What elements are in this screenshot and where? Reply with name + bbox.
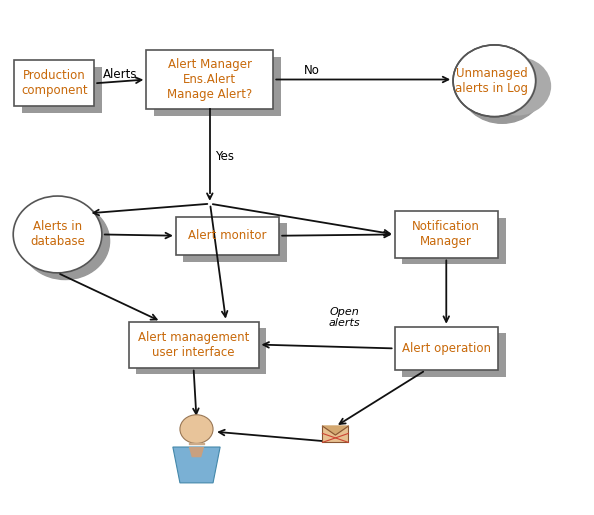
Text: Alert management
user interface: Alert management user interface <box>138 331 249 358</box>
FancyBboxPatch shape <box>184 223 287 262</box>
Text: Production
component: Production component <box>21 70 88 97</box>
FancyBboxPatch shape <box>154 57 281 115</box>
Text: Notification
Manager: Notification Manager <box>412 220 480 248</box>
FancyBboxPatch shape <box>402 218 505 264</box>
Text: Unmanaged
alerts in Log: Unmanaged alerts in Log <box>455 67 528 95</box>
Polygon shape <box>323 426 349 435</box>
Text: Open
alerts: Open alerts <box>328 307 360 329</box>
FancyBboxPatch shape <box>136 328 266 374</box>
Text: No: No <box>304 64 320 77</box>
FancyBboxPatch shape <box>128 321 258 368</box>
Circle shape <box>453 45 536 116</box>
Circle shape <box>484 57 551 115</box>
Circle shape <box>13 196 102 273</box>
FancyBboxPatch shape <box>22 67 102 113</box>
Circle shape <box>180 415 213 443</box>
Text: Alert operation: Alert operation <box>402 342 491 355</box>
FancyBboxPatch shape <box>14 60 94 107</box>
Text: Alerts in
database: Alerts in database <box>30 220 85 248</box>
FancyBboxPatch shape <box>176 216 279 255</box>
Circle shape <box>461 52 544 123</box>
Polygon shape <box>189 447 204 457</box>
FancyBboxPatch shape <box>323 426 349 442</box>
Text: Yes: Yes <box>215 150 234 163</box>
Circle shape <box>21 203 109 280</box>
Text: Alert Manager
Ens.Alert
Manage Alert?: Alert Manager Ens.Alert Manage Alert? <box>167 58 252 101</box>
Polygon shape <box>173 447 220 483</box>
Text: Alert monitor: Alert monitor <box>188 229 267 242</box>
Circle shape <box>454 46 535 115</box>
FancyBboxPatch shape <box>394 211 498 258</box>
Text: Alerts: Alerts <box>103 67 137 81</box>
FancyBboxPatch shape <box>146 50 273 109</box>
FancyBboxPatch shape <box>394 327 498 370</box>
FancyBboxPatch shape <box>402 333 505 377</box>
